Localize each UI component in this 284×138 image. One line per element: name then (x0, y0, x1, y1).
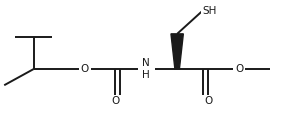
Text: O: O (235, 64, 243, 74)
Text: O: O (204, 96, 212, 106)
Text: O: O (80, 64, 89, 74)
Text: O: O (111, 96, 119, 106)
Polygon shape (171, 34, 183, 69)
Text: SH: SH (202, 6, 217, 16)
Text: N
H: N H (142, 58, 150, 80)
